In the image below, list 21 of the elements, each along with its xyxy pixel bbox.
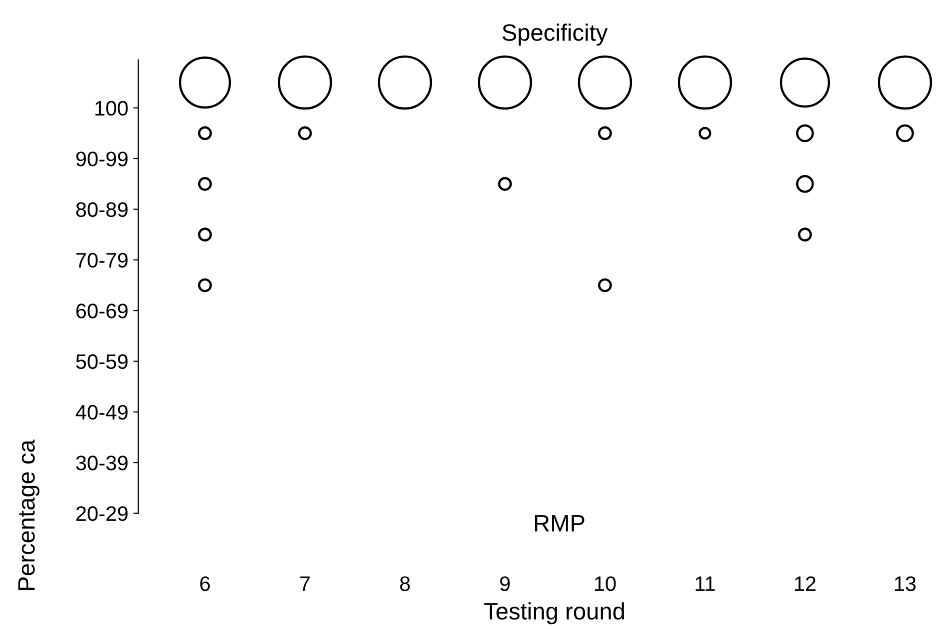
x-tick-label: 12 [794, 576, 816, 591]
y-tick-label: 40-49 [76, 404, 128, 420]
x-tick-label: 10 [594, 576, 616, 592]
chart-title: Specificity [502, 24, 608, 46]
y-tick-label: 90-99 [76, 152, 128, 166]
annotation: RMP [535, 515, 584, 532]
x-tick-label: 9 [500, 576, 510, 592]
y-tick-label: 50-59 [76, 354, 128, 370]
y-tick-label: 60-69 [76, 304, 128, 318]
x-tick-label: 7 [300, 576, 310, 591]
y-tick-label: 80-89 [76, 202, 128, 217]
x-tick-label: 6 [200, 576, 210, 592]
y-tick-label: 20-29 [76, 506, 128, 522]
x-tick-label: 13 [894, 576, 916, 592]
y-tick-label: 100 [95, 100, 128, 116]
x-axis-title: Testing round [484, 602, 624, 624]
x-tick-label: 8 [400, 576, 410, 592]
y-tick-label: 70-79 [76, 252, 128, 268]
x-tick-label: 11 [696, 576, 715, 591]
y-tick-label: 30-39 [76, 456, 128, 470]
y-axis-title: Percentage ca [18, 440, 40, 590]
